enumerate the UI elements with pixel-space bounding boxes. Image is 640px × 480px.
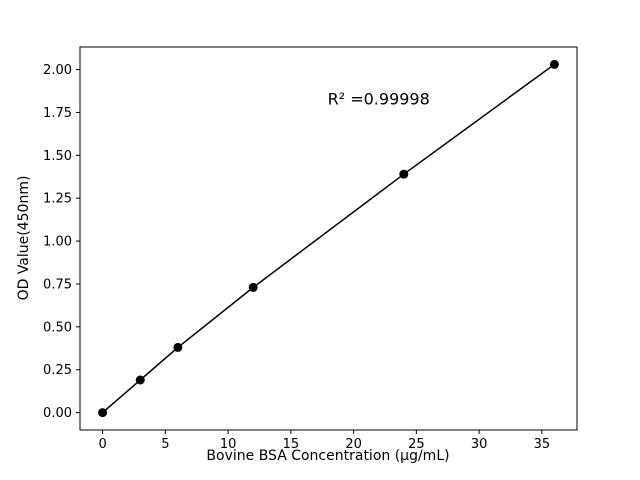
y-tick-label: 1.25 [43, 192, 72, 207]
x-tick-label: 10 [220, 437, 237, 452]
trend-line [102, 63, 555, 414]
x-axis-label: Bovine BSA Concentration (µg/mL) [206, 448, 450, 464]
y-tick-label: 0.25 [43, 363, 72, 378]
x-tick-label: 0 [98, 437, 106, 452]
y-tick-label: 0.00 [43, 406, 72, 421]
data-point [98, 408, 108, 418]
data-point [173, 342, 183, 352]
y-tick-label: 1.75 [43, 106, 72, 121]
x-tick-label: 15 [283, 437, 300, 452]
y-axis-label: OD Value(450nm) [16, 175, 32, 301]
x-tick-label: 5 [161, 437, 169, 452]
data-point [399, 169, 409, 179]
y-tick-label: 0.75 [43, 277, 72, 292]
x-tick-label: 30 [471, 437, 488, 452]
data-point [549, 59, 559, 69]
y-tick-label: 1.00 [43, 235, 72, 250]
y-tick-label: 1.50 [43, 149, 72, 164]
y-tick-label: 0.50 [43, 320, 72, 335]
y-tick-label: 2.00 [43, 63, 72, 78]
r-squared-annotation: R² =0.99998 [327, 89, 430, 109]
x-tick-label: 25 [408, 437, 425, 452]
data-point [135, 375, 145, 385]
plot-border [79, 46, 578, 431]
x-tick-label: 35 [534, 437, 551, 452]
x-tick-label: 20 [345, 437, 362, 452]
data-point [248, 282, 258, 292]
